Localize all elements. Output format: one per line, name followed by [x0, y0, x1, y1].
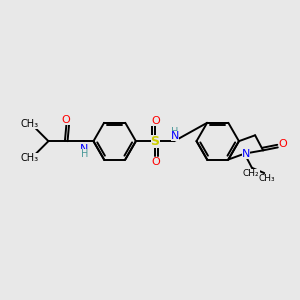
Text: O: O: [151, 157, 160, 167]
Text: N: N: [170, 131, 179, 142]
Text: O: O: [61, 115, 70, 125]
Text: N: N: [242, 149, 250, 159]
Text: CH₃: CH₃: [258, 174, 275, 183]
Text: CH₂: CH₂: [243, 169, 260, 178]
Text: S: S: [151, 135, 160, 148]
Text: N: N: [80, 144, 88, 154]
Text: H: H: [171, 127, 178, 137]
Text: CH₃: CH₃: [21, 119, 39, 129]
Text: H: H: [81, 149, 88, 159]
Text: O: O: [151, 116, 160, 126]
Text: O: O: [279, 139, 287, 149]
Text: CH₃: CH₃: [21, 153, 39, 163]
